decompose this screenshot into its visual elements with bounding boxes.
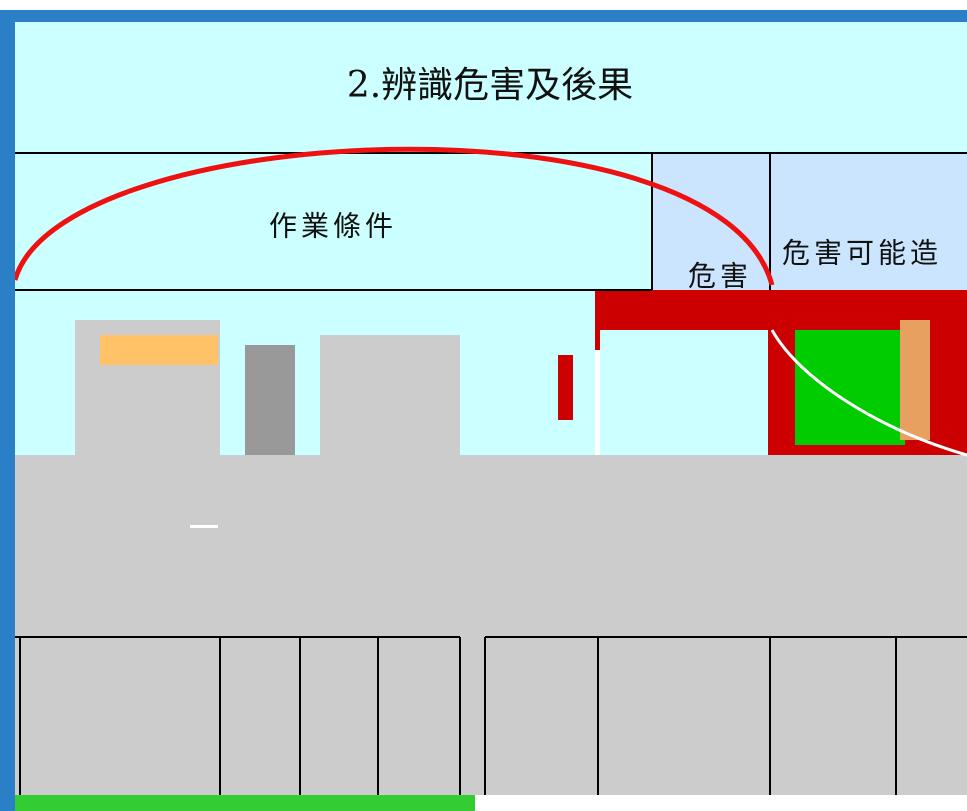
table-title: 2.辨識危害及後果: [347, 65, 633, 106]
glitch-block: [558, 355, 573, 420]
glitch-curve: [770, 329, 967, 457]
column-header: 作業條件: [269, 210, 397, 243]
glitch-block: [245, 345, 295, 455]
gray-area: [15, 455, 967, 635]
header-cell: [652, 153, 770, 290]
glitch-strip: [15, 795, 475, 811]
column-header: 危害: [688, 260, 752, 293]
frame-border: [0, 10, 15, 811]
glitch-line: [190, 525, 218, 528]
frame-border: [0, 10, 967, 22]
red-annotation-arc: [12, 146, 775, 286]
glitch-block: [100, 335, 218, 365]
glitch-block: [795, 330, 905, 445]
glitch-block: [320, 335, 460, 455]
column-header: 危害可能造: [782, 237, 942, 270]
glitch-block: [900, 320, 930, 440]
bottom-grid: [15, 636, 967, 795]
bottom-row: [15, 635, 967, 795]
header-cell: [15, 153, 652, 290]
glitch-block: [600, 330, 770, 455]
header-cell: [770, 153, 967, 290]
title-cell: [15, 22, 967, 153]
